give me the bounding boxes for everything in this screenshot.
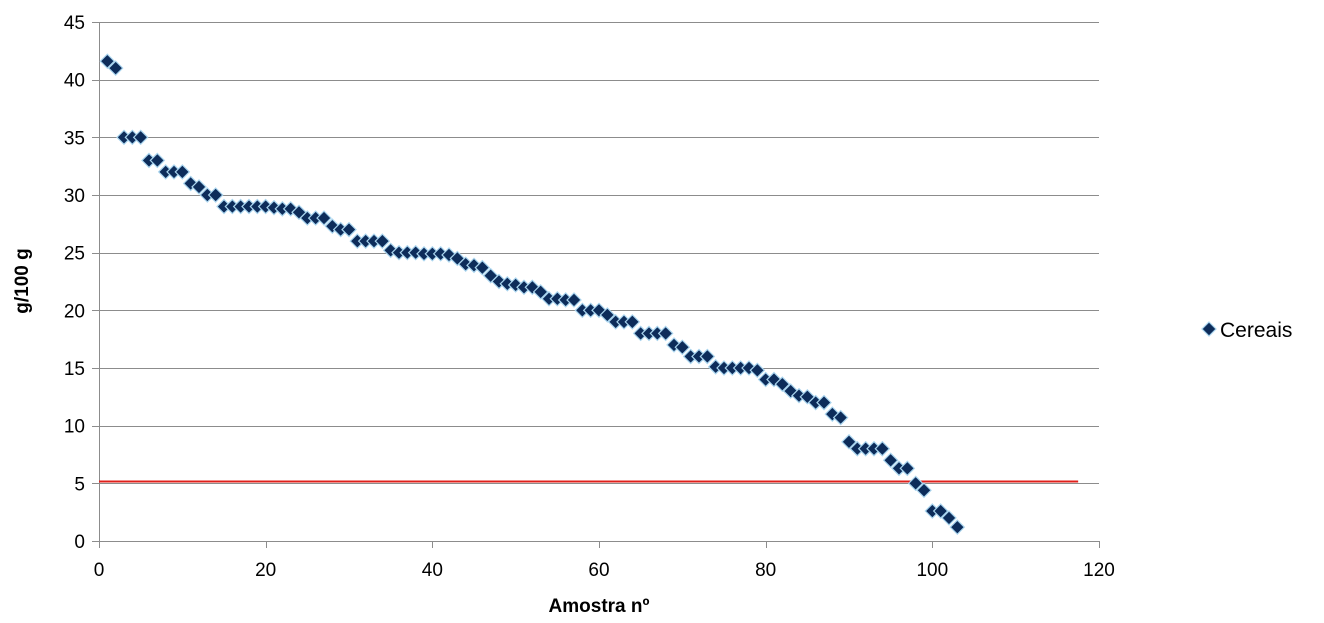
data-point — [374, 233, 391, 249]
y-tick-label: 20 — [64, 301, 85, 322]
data-point — [674, 339, 691, 356]
data-point — [749, 362, 766, 379]
x-tick-label: 60 — [588, 560, 609, 581]
data-point — [566, 292, 582, 308]
data-point — [99, 53, 116, 70]
data-point — [841, 433, 857, 450]
data-point — [774, 376, 791, 392]
data-point — [941, 510, 957, 526]
legend-label: Cereais — [1220, 319, 1292, 342]
data-point — [916, 482, 932, 499]
x-tick-label: 80 — [755, 560, 776, 581]
data-point — [524, 279, 541, 296]
axes — [92, 22, 1100, 548]
data-point — [949, 519, 966, 536]
x-tick-labels: 0 20 40 60 80 100 120 — [94, 560, 1115, 581]
data-point — [382, 242, 399, 259]
gridlines — [99, 22, 1099, 484]
data-point — [532, 284, 549, 300]
data-point — [882, 452, 899, 469]
data-point — [316, 210, 332, 226]
data-point — [832, 409, 849, 426]
y-axis-title: g/100 g — [12, 248, 33, 313]
x-tick-label: 40 — [422, 560, 443, 581]
y-tick-label: 35 — [64, 128, 85, 149]
data-point — [341, 221, 357, 238]
data-point — [149, 152, 166, 169]
data-point — [599, 307, 616, 323]
data-point — [782, 383, 799, 399]
y-tick-label: 25 — [64, 244, 85, 265]
data-point — [874, 440, 891, 457]
data-point — [624, 314, 641, 330]
x-tick-label: 100 — [916, 560, 948, 581]
legend: Cereais — [1201, 319, 1292, 342]
data-point — [182, 175, 199, 192]
data-point — [191, 179, 207, 195]
data-point — [907, 475, 924, 492]
data-point — [282, 200, 299, 217]
y-tick-label: 10 — [64, 417, 85, 438]
data-point — [899, 460, 916, 477]
y-tick-labels: 0 5 10 15 20 25 30 35 40 45 — [64, 13, 85, 553]
y-tick-label: 40 — [64, 71, 85, 92]
data-point — [932, 503, 949, 519]
x-tick-label: 0 — [94, 560, 105, 581]
data-point — [507, 277, 524, 293]
y-tick-label: 30 — [64, 186, 85, 207]
y-tick-label: 5 — [74, 474, 85, 495]
x-tick-label: 120 — [1083, 560, 1115, 581]
x-axis-title: Amostra nº — [549, 596, 650, 617]
y-tick-label: 45 — [64, 13, 85, 34]
data-points — [99, 53, 966, 536]
legend-marker — [1201, 321, 1217, 337]
x-tick-label: 20 — [255, 560, 276, 581]
data-point — [132, 129, 149, 146]
data-point — [699, 348, 716, 365]
data-point — [657, 325, 674, 342]
data-point — [207, 187, 224, 203]
y-tick-label: 15 — [64, 359, 85, 380]
data-point — [107, 60, 124, 76]
y-tick-label: 0 — [74, 532, 85, 553]
data-point — [174, 164, 191, 180]
data-point — [816, 394, 832, 411]
data-point — [474, 259, 491, 276]
